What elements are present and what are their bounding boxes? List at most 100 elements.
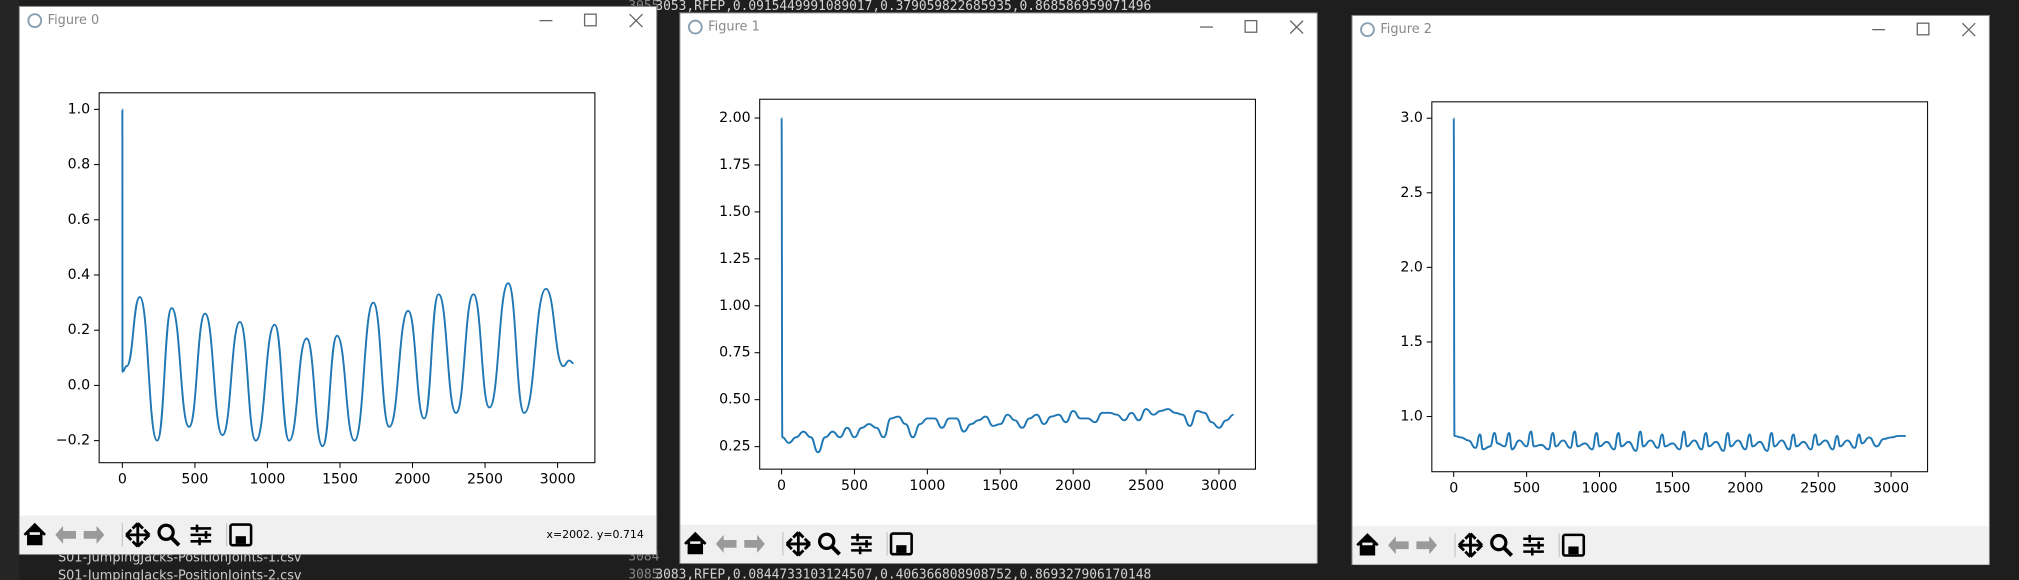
x-tick-label: 3000 xyxy=(1873,480,1909,496)
y-tick-label: 0.4 xyxy=(68,267,91,283)
y-tick-label: 1.0 xyxy=(1400,409,1423,425)
data-line xyxy=(121,109,574,448)
configure-icon xyxy=(851,533,872,555)
data-line xyxy=(1452,117,1906,452)
x-tick-label: 1000 xyxy=(249,471,285,487)
x-tick-label: 1500 xyxy=(1654,480,1690,496)
plot-area xyxy=(1431,101,1928,472)
forward-icon xyxy=(1416,536,1437,555)
window-title: Figure 1 xyxy=(708,20,760,35)
x-tick-label: 1000 xyxy=(909,478,945,494)
y-tick-label: 0.25 xyxy=(719,439,751,455)
x-tick-label: 3000 xyxy=(1201,478,1237,494)
maximize-button[interactable] xyxy=(1244,19,1258,33)
toolbar xyxy=(19,515,657,555)
back-icon xyxy=(55,525,76,544)
zoom-handle xyxy=(1502,546,1514,557)
window-icon xyxy=(687,19,703,35)
configure-icon xyxy=(1523,534,1544,556)
figure-window: Figure 2 0 500 1000 1500 2000 2500 3000 1.0 1.5 2.… xyxy=(1351,14,1990,566)
home-icon xyxy=(23,522,46,546)
save-icon xyxy=(889,532,913,556)
x-tick-label: 1000 xyxy=(1582,480,1618,496)
home-icon xyxy=(1356,533,1379,556)
close-button[interactable] xyxy=(629,13,643,28)
y-tick-label: 1.5 xyxy=(1400,334,1423,350)
save-label xyxy=(1568,546,1579,555)
configure-icon xyxy=(190,524,212,546)
x-tick-label: 2000 xyxy=(1727,480,1763,496)
y-tick-label: 1.25 xyxy=(719,251,751,267)
y-tick-label: 2.5 xyxy=(1400,185,1423,201)
y-tick-label: 0.8 xyxy=(68,157,91,173)
y-tick-label: 2.0 xyxy=(1400,259,1423,275)
y-tick-label: 0.2 xyxy=(68,322,91,338)
close-button[interactable] xyxy=(1961,22,1976,37)
save-icon xyxy=(229,523,253,547)
pan-icon xyxy=(125,522,151,548)
axes-frame xyxy=(98,92,596,464)
line-number: 3085 xyxy=(628,567,659,580)
pan-icon xyxy=(1457,532,1484,558)
y-tick-label: 0.0 xyxy=(68,377,91,393)
x-tick-label: 1500 xyxy=(982,478,1018,494)
y-tick-label: 0.6 xyxy=(68,212,91,228)
zoom-icon xyxy=(1490,533,1508,552)
window-icon xyxy=(27,13,43,29)
zoom-icon xyxy=(157,523,175,542)
zoom-handle xyxy=(169,536,181,547)
x-tick-label: 0 xyxy=(777,478,786,494)
file-name: S01-JumpingJacks-PositionJoints-2.csv xyxy=(58,569,302,580)
x-tick-label: 2500 xyxy=(1800,480,1836,496)
y-tick-label: −0.2 xyxy=(56,433,90,449)
y-tick-label: 0.75 xyxy=(719,345,751,361)
y-tick-label: 1.00 xyxy=(719,298,751,314)
save-label xyxy=(235,536,246,544)
editor-line: 3053,RFEP,0.0915449991089017,0.379059822… xyxy=(655,0,1151,14)
plot-area xyxy=(759,99,1256,470)
editor-line: 3083,RFEP,0.0844733103124507,0.406366808… xyxy=(655,567,1151,580)
axes-frame xyxy=(759,98,1256,470)
x-tick-label: 3000 xyxy=(540,471,576,487)
zoom-icon xyxy=(817,532,836,551)
y-tick-label: 0.50 xyxy=(719,392,751,408)
x-tick-label: 2000 xyxy=(395,471,431,487)
window-title: Figure 2 xyxy=(1380,22,1432,37)
sidebar xyxy=(0,0,20,580)
y-tick-label: 3.0 xyxy=(1400,110,1423,126)
x-tick-label: 500 xyxy=(181,471,208,487)
zoom-handle xyxy=(830,545,841,556)
x-tick-label: 0 xyxy=(1449,480,1458,496)
toolbar xyxy=(1352,525,1989,565)
toolbar xyxy=(680,524,1317,564)
save-icon xyxy=(1561,533,1586,557)
x-tick-label: 0 xyxy=(118,471,127,487)
back-icon xyxy=(1388,536,1409,555)
close-button[interactable] xyxy=(1289,20,1304,34)
x-tick-label: 500 xyxy=(1513,480,1540,496)
maximize-button[interactable] xyxy=(1916,22,1930,36)
x-tick-label: 2500 xyxy=(467,471,503,487)
home-icon xyxy=(684,531,707,555)
y-tick-label: 2.00 xyxy=(719,110,751,126)
pan-icon xyxy=(785,531,811,557)
x-tick-label: 2500 xyxy=(1128,478,1164,494)
forward-icon xyxy=(83,525,105,544)
save-label xyxy=(896,545,907,553)
x-tick-label: 500 xyxy=(841,478,868,494)
maximize-button[interactable] xyxy=(583,13,597,27)
x-tick-label: 1500 xyxy=(322,471,358,487)
axes-frame xyxy=(1431,101,1929,473)
status-text: x=2002. y=0.714 xyxy=(546,528,643,541)
figure-window: Figure 1 0 500 1000 1500 2000 2500 3000 0.25 0.50… xyxy=(679,12,1318,564)
y-tick-label: 1.75 xyxy=(719,157,751,173)
y-tick-label: 1.0 xyxy=(68,101,91,117)
x-tick-label: 2000 xyxy=(1055,478,1091,494)
figure-window: Figure 0 0 500 1000 1500 2000 2500 3000 −0.2 0.0 0… xyxy=(18,5,658,555)
back-icon xyxy=(715,534,737,553)
window-icon xyxy=(1360,22,1375,38)
forward-icon xyxy=(744,534,765,553)
